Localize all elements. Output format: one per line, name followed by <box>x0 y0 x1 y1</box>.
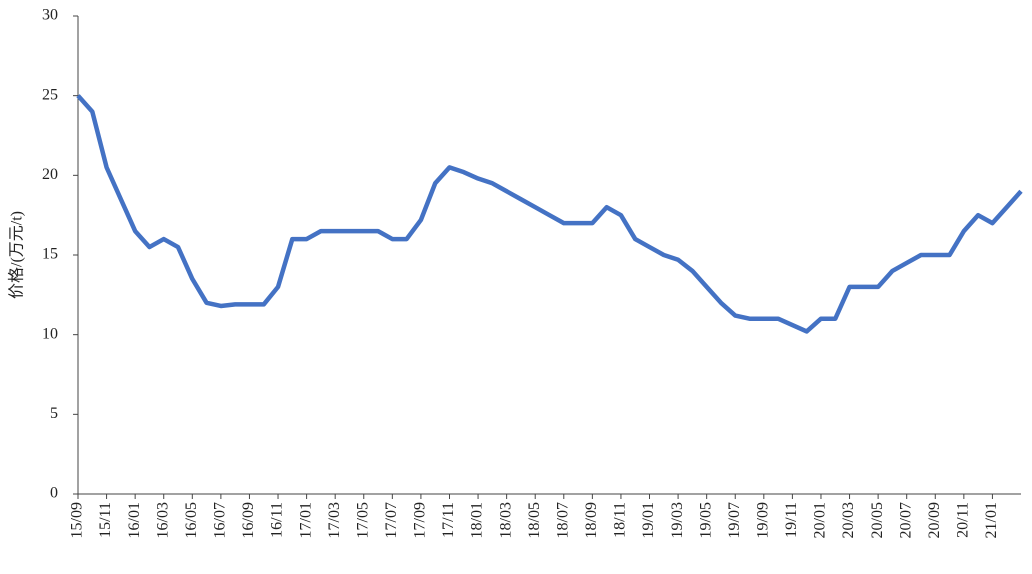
x-tick-label: 20/05 <box>869 502 886 538</box>
x-tick-label: 19/03 <box>669 502 686 538</box>
x-tick-label: 15/09 <box>69 502 86 538</box>
x-tick-label: 17/01 <box>297 502 314 538</box>
y-axis-label: 价格/(万元/t) <box>8 211 26 299</box>
x-tick-label: 17/05 <box>354 502 371 538</box>
x-tick-label: 18/07 <box>554 502 571 538</box>
x-tick-label: 16/09 <box>240 502 257 538</box>
x-tick-label: 18/09 <box>583 502 600 538</box>
x-tick-label: 20/11 <box>955 502 972 538</box>
x-tick-label: 16/05 <box>183 502 200 538</box>
x-tick-label: 17/11 <box>440 502 457 538</box>
x-tick-label: 21/01 <box>983 502 1000 538</box>
x-tick-label: 19/09 <box>754 502 771 538</box>
y-tick-label: 30 <box>42 7 58 24</box>
line-series <box>76 94 1023 334</box>
x-tick-label: 19/07 <box>726 502 743 538</box>
x-tick-label: 20/07 <box>897 502 914 538</box>
x-tick-label: 18/03 <box>497 502 514 538</box>
x-tick-label: 19/05 <box>697 502 714 538</box>
x-tick-label: 17/03 <box>326 502 343 538</box>
x-tick-label: 20/09 <box>926 502 943 538</box>
x-tick-label: 18/01 <box>469 502 486 538</box>
y-tick-label: 25 <box>42 86 58 103</box>
x-tick-label: 16/01 <box>126 502 143 538</box>
x-tick-label: 18/05 <box>526 502 543 538</box>
x-tick-label: 20/01 <box>812 502 829 538</box>
y-tick-label: 5 <box>50 405 58 422</box>
y-tick-label: 15 <box>42 246 58 263</box>
x-tick-label: 16/07 <box>212 502 229 538</box>
y-tick-label: 10 <box>42 325 58 342</box>
x-tick-label: 20/03 <box>840 502 857 538</box>
x-tick-label: 16/03 <box>154 502 171 538</box>
x-tick-label: 15/11 <box>97 502 114 538</box>
y-tick-label: 20 <box>42 166 58 183</box>
x-tick-label: 17/09 <box>412 502 429 538</box>
y-tick-label: 0 <box>50 485 58 502</box>
x-tick-label: 19/01 <box>640 502 657 538</box>
x-tick-label: 16/11 <box>269 502 286 538</box>
x-tick-label: 17/07 <box>383 502 400 538</box>
x-tick-label: 18/11 <box>612 502 629 538</box>
x-tick-label: 19/11 <box>783 502 800 538</box>
